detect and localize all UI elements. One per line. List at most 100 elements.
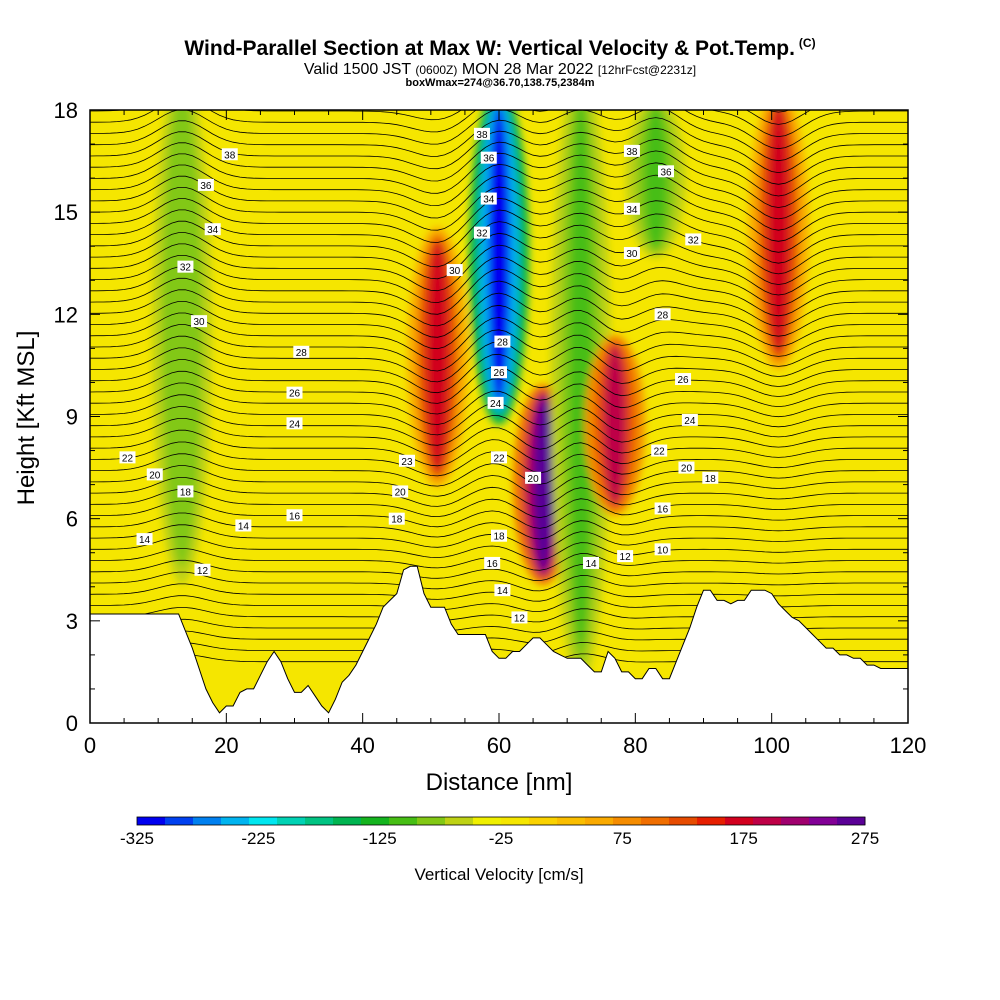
contour-label-bg xyxy=(221,148,238,161)
contour-label-bg xyxy=(197,178,214,191)
contour-label-bg xyxy=(675,373,692,386)
contour-label: 22 xyxy=(493,453,505,464)
colorbar-swatch xyxy=(249,817,278,825)
contour-label: 14 xyxy=(238,521,250,532)
contour-label: 30 xyxy=(194,317,206,328)
contour-label-bg xyxy=(177,260,194,273)
contour-label: 14 xyxy=(585,559,597,570)
contour-label-bg xyxy=(392,485,409,498)
isentrope-line xyxy=(90,512,908,540)
contour-label-bg xyxy=(286,417,303,430)
contour-label-bg xyxy=(654,543,671,556)
contour-label-bg xyxy=(473,226,490,239)
contour-label: 34 xyxy=(483,195,495,206)
isentrope-line xyxy=(90,488,908,519)
colorbar-swatch xyxy=(165,817,194,825)
contour-label-bg xyxy=(398,454,415,467)
contour-label: 10 xyxy=(657,545,669,556)
colorbar-title: Vertical Velocity [cm/s] xyxy=(414,865,583,884)
contour-label: 24 xyxy=(490,399,502,410)
isentrope-line xyxy=(90,110,908,162)
isentrope-line xyxy=(745,110,812,125)
contour-label-bg xyxy=(617,550,634,563)
contour-label-bg xyxy=(480,192,497,205)
contour-label: 28 xyxy=(497,338,509,349)
vertical-velocity-field xyxy=(152,110,809,685)
contour-label-bg xyxy=(494,584,511,597)
contour-label: 26 xyxy=(677,375,689,386)
colorbar-tick-label: -325 xyxy=(120,829,154,848)
contour-label: 14 xyxy=(497,586,509,597)
isentrope-line xyxy=(90,110,908,138)
isentrope-line xyxy=(90,418,908,456)
contour-label: 28 xyxy=(296,348,308,359)
contour-label-bg xyxy=(623,202,640,215)
y-tick-label: 0 xyxy=(66,711,78,736)
colorbar-swatch xyxy=(501,817,530,825)
y-tick-label: 3 xyxy=(66,609,78,634)
isentrope-line xyxy=(90,232,908,285)
contour-label: 22 xyxy=(122,453,134,464)
contour-label: 38 xyxy=(626,147,638,158)
isentrope-line xyxy=(90,406,908,446)
colorbar-swatch xyxy=(277,817,306,825)
utc-time: (0600Z) xyxy=(415,63,458,77)
isentrope-line xyxy=(90,500,908,529)
y-tick-label: 15 xyxy=(54,200,78,225)
contour-label-bg xyxy=(473,127,490,140)
colorbar-swatch xyxy=(137,817,166,825)
contour-label: 30 xyxy=(626,249,638,260)
isentrope-line xyxy=(90,477,908,508)
velocity-core-7-layer-2 xyxy=(767,110,790,353)
chart-title-mark: (C) xyxy=(798,36,816,50)
isentrope-line xyxy=(90,255,908,306)
isentrope-line xyxy=(90,382,908,425)
contour-label: 34 xyxy=(207,225,219,236)
y-tick-label: 6 xyxy=(66,507,78,532)
colorbar-tick-label: -225 xyxy=(241,829,275,848)
contour-label: 32 xyxy=(476,229,488,240)
contour-label: 20 xyxy=(681,464,693,475)
isentrope-line xyxy=(90,324,908,372)
contour-label-bg xyxy=(583,556,600,569)
contour-label-bg xyxy=(204,223,221,236)
x-axis: 0 20 40 60 80 100 120 xyxy=(84,110,926,758)
velocity-core-0-layer-2 xyxy=(171,110,194,553)
box-info: boxWmax=274@36.70,138.75,2384m xyxy=(405,77,595,89)
colorbar-tick-label: 175 xyxy=(729,829,757,848)
contour-label-bg xyxy=(494,335,511,348)
isentrope-line xyxy=(90,243,908,296)
colorbar-swatch xyxy=(669,817,698,825)
chart-subtitle: Valid 1500 JST (0600Z) MON 28 Mar 2022 [… xyxy=(0,61,1000,79)
contour-label-bg xyxy=(191,315,208,328)
isentrope-line xyxy=(90,174,908,231)
contour-label: 18 xyxy=(180,487,192,498)
x-tick-label: 40 xyxy=(350,733,374,758)
isentrope-line xyxy=(90,162,908,220)
contour-label-bg xyxy=(651,444,668,457)
isentrope-line xyxy=(90,312,908,361)
colorbar-swatch xyxy=(725,817,754,825)
isentrope-line xyxy=(90,536,908,561)
colorbar-swatch xyxy=(809,817,838,825)
isentrope-line xyxy=(90,209,908,264)
colorbar-swatch xyxy=(361,817,390,825)
x-tick-label: 60 xyxy=(487,733,511,758)
chart-title: Wind-Parallel Section at Max W: Vertical… xyxy=(0,36,1000,61)
velocity-core-4-layer-2 xyxy=(569,110,592,647)
contour-label-bg xyxy=(484,556,501,569)
isentrope-line xyxy=(90,301,908,350)
colorbar-swatch xyxy=(697,817,726,825)
contour-label-bg xyxy=(654,502,671,515)
contour-label: 20 xyxy=(149,470,161,481)
colorbar-tick-label: -125 xyxy=(363,829,397,848)
colorbar-swatch xyxy=(305,817,334,825)
y-tick-label: 18 xyxy=(54,98,78,123)
colorbar-tick-label: -25 xyxy=(489,829,514,848)
velocity-core-1-layer-2 xyxy=(426,242,449,472)
contour-label-bg xyxy=(286,386,303,399)
colorbar-swatch xyxy=(641,817,670,825)
contour-label: 36 xyxy=(200,181,212,192)
